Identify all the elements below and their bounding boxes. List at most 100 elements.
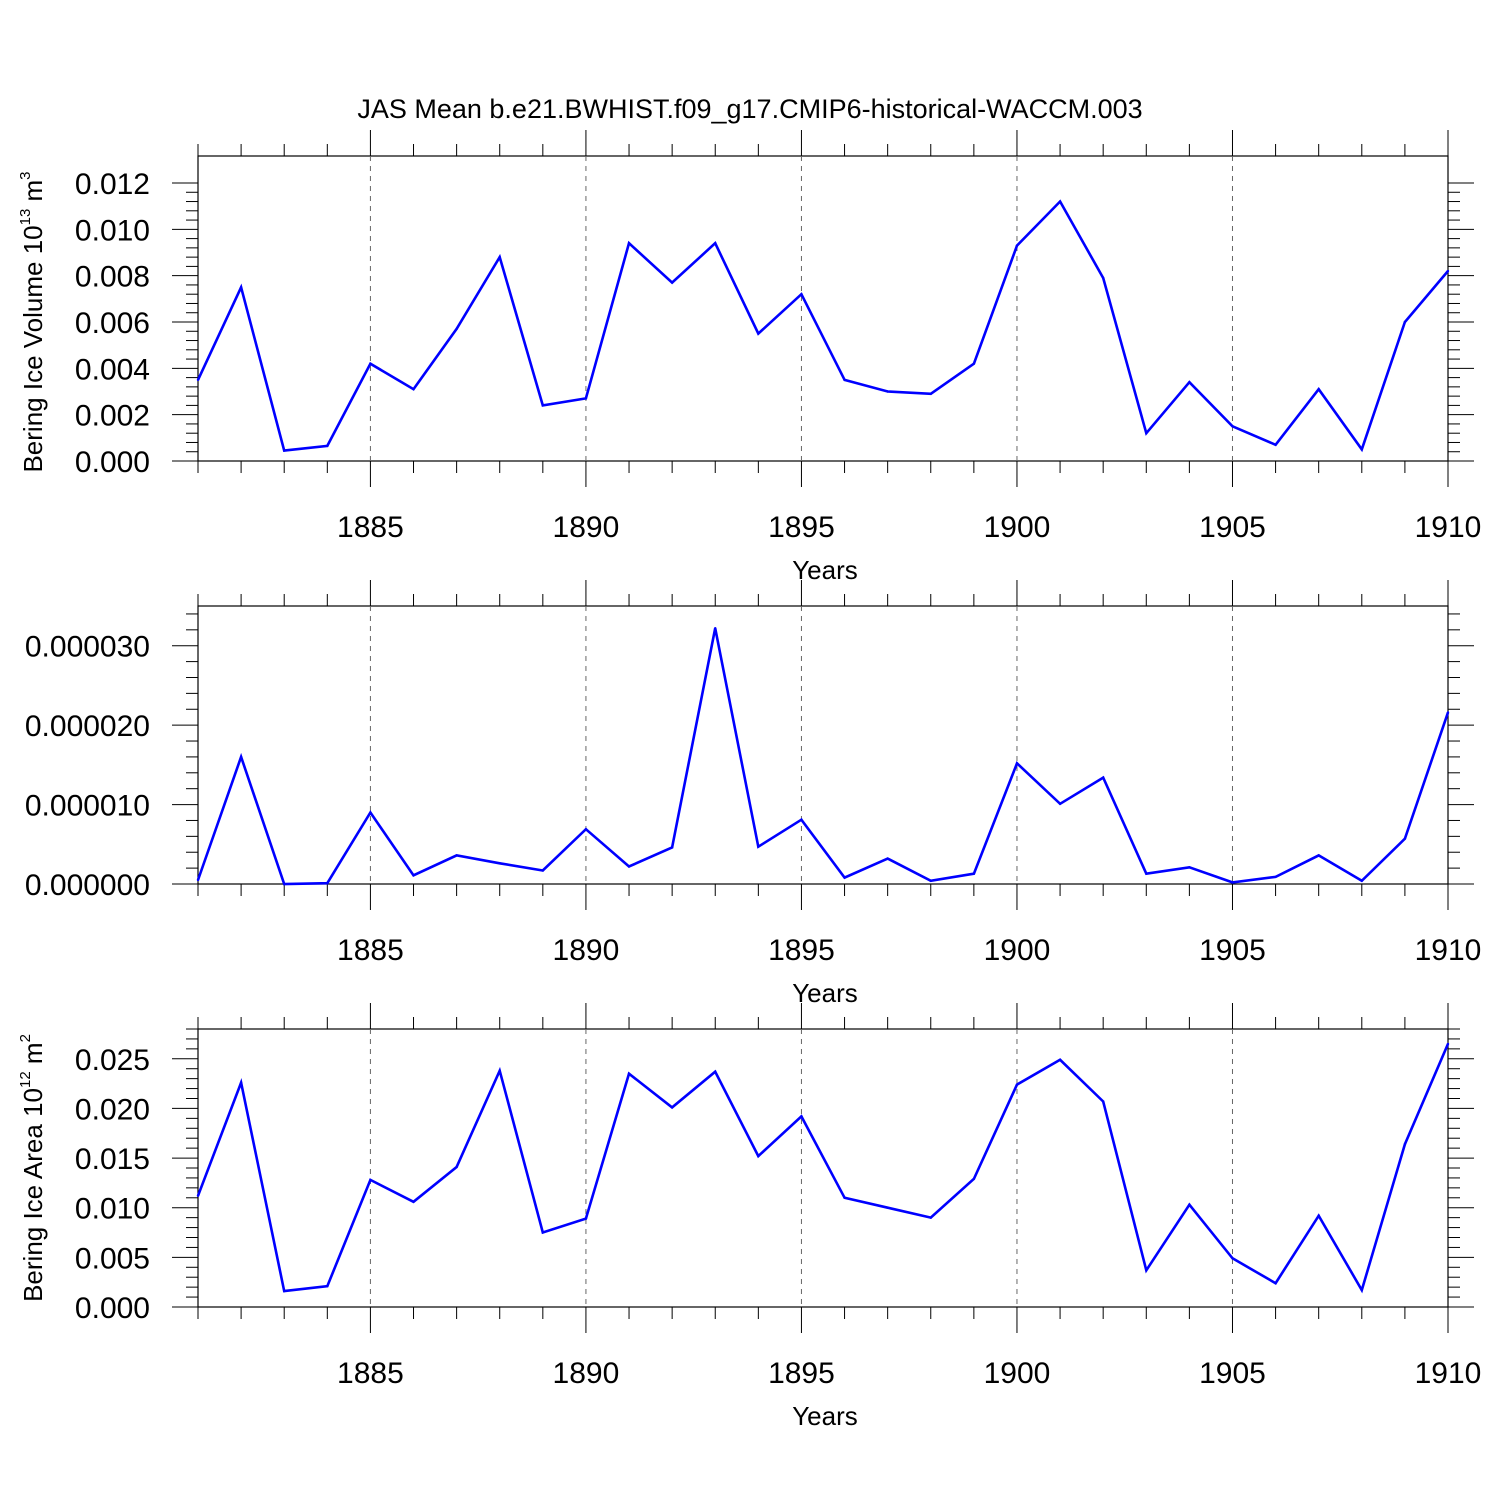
data-point [843,1196,846,1199]
data-point [1274,875,1277,879]
y-tick-label: 0.010 [75,214,150,247]
data-point [670,281,674,284]
x-tick-label: 1910 [1415,934,1482,967]
plot-frame [197,155,1449,462]
y-axis-label: Bering Ice Area 1012 m2 [17,1034,48,1302]
data-point [196,1194,200,1198]
y-axis-label-text: Bering Ice Volume 10 [18,225,48,472]
x-tick-label: 1890 [553,511,620,544]
data-point [1274,1281,1277,1285]
data-point [800,1115,803,1118]
x-tick-label: 1885 [337,1357,404,1390]
data-point [326,1284,329,1288]
data-point [283,449,286,452]
data-point [1145,1269,1148,1272]
data-point [1145,432,1148,435]
data-point [972,872,976,875]
data-point [239,755,243,759]
x-tick-label: 1900 [984,934,1051,967]
data-point [843,876,846,879]
data-point [1231,881,1234,884]
y-axis-label-unit-exponent: 2 [17,1034,34,1042]
x-tick-label: 1905 [1199,1357,1266,1390]
x-tick-label: 1885 [337,511,404,544]
data-point [326,444,329,448]
data-point [1317,387,1320,391]
data-point [1360,448,1363,451]
y-axis-label-unit-exponent: 3 [17,171,34,179]
data-point [239,286,243,289]
data-point [1188,381,1191,384]
data-point [1101,1100,1105,1103]
plot-frame [197,605,1449,885]
y-tick-label: 0.004 [75,353,150,386]
data-point [412,874,415,877]
x-tick-label: 1905 [1199,511,1266,544]
data-point [1446,711,1450,714]
data-point [541,1231,545,1234]
data-point [929,392,932,396]
data-point [757,845,760,848]
y-axis-label-unit: m [18,180,48,209]
data-point [1101,276,1105,280]
data-point [757,332,760,335]
plot-frame [197,1028,1449,1308]
data-point [498,862,501,865]
data-point [800,293,803,296]
data-point [239,1081,243,1084]
data-point [1015,762,1019,765]
data-point [1188,1203,1191,1206]
data-point [369,362,372,365]
data-point [498,255,501,259]
data-point [1058,200,1062,203]
data-point [1231,1257,1234,1260]
data-point [627,242,631,245]
y-axis-label-text: Bering Ice Area 10 [18,1088,48,1302]
y-tick-label: 0.025 [75,1044,150,1077]
data-point [369,811,372,814]
data-point [1188,866,1191,869]
series-line [196,1043,1450,1294]
data-point [1274,443,1277,446]
y-tick-label: 0.000030 [25,631,150,664]
y-axis-label-exponent: 12 [17,1071,34,1088]
data-point [1015,1083,1019,1086]
data-point [196,378,200,382]
y-tick-label: 0.000 [75,446,150,479]
y-tick-label: 0.012 [75,168,150,201]
data-point [1058,802,1062,805]
data-point [1231,425,1234,428]
x-tick-label: 1890 [553,934,620,967]
y-axis-label: Bering Ice Volume 1013 m3 [17,171,48,472]
data-point [627,865,631,868]
series-line [196,199,1449,453]
data-point [886,857,889,860]
x-tick-label: 1895 [768,1357,835,1390]
data-point [1145,872,1148,875]
data-point [584,397,588,400]
data-point [627,1072,631,1075]
data-point [283,882,286,886]
data-point [714,242,717,245]
data-point [670,846,674,849]
data-point [1317,854,1320,857]
data-point [929,1216,932,1219]
data-point [326,882,329,885]
y-tick-label: 0.006 [75,307,150,340]
chart-panel-3: 1885 1890 1895 1900 1905 1910 Years 0.000 0.005 0… [17,1003,1481,1431]
data-point [196,878,200,882]
chart-title: JAS Mean b.e21.BWHIST.f09_g17.CMIP6-hist… [357,94,1142,124]
data-point [455,327,458,331]
series-line [196,627,1450,886]
y-tick-label: 0.002 [75,400,150,433]
data-point [412,1200,415,1203]
y-tick-label: 0.005 [75,1242,150,1275]
data-point [757,1154,760,1158]
data-point [800,818,803,821]
y-axis-label-unit: m [18,1042,48,1071]
chart-panel-1: 1885 1890 1895 1900 1905 1910 Years 0.000 0.002 0… [17,130,1481,585]
data-point [369,1178,372,1182]
y-tick-label: 0.000 [75,1292,150,1325]
y-axis-label-exponent: 13 [17,209,34,226]
